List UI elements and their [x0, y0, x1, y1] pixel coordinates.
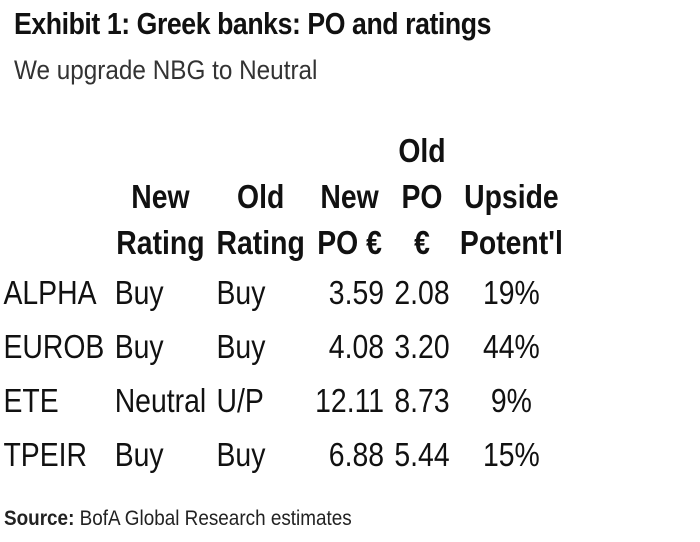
header-new-po-line3: PO €	[317, 224, 382, 261]
header-bank-line2	[0, 174, 110, 220]
table-header: Old New Old New PO Upside Rating Rating …	[0, 128, 568, 266]
source-label: Source:	[4, 507, 75, 530]
cell-upside: 19%	[482, 274, 540, 311]
table-body: ALPHA Buy Buy 3.59 2.08 19% EUROB Buy Bu…	[0, 266, 568, 482]
cell-new-po: 3.59	[328, 274, 385, 311]
header-old-rating-line3: Rating	[216, 224, 305, 261]
cell-new-rating: Buy	[114, 436, 164, 473]
header-new-rating-line2: New	[131, 178, 190, 215]
header-row-1: Old	[0, 128, 568, 174]
cell-old-po: 3.20	[394, 328, 450, 365]
header-row-2: New Old New PO Upside	[0, 174, 568, 220]
cell-new-rating: Buy	[114, 328, 164, 365]
cell-new-po: 12.11	[315, 382, 385, 419]
header-old-rating-line2: Old	[236, 178, 285, 215]
cell-bank: ETE	[3, 382, 59, 419]
table-row: ETE Neutral U/P 12.11 8.73 9%	[0, 374, 568, 428]
source-note: Source: BofA Global Research estimates	[4, 507, 352, 531]
header-upside-line1	[455, 128, 568, 174]
cell-bank: EUROB	[3, 328, 105, 365]
header-new-rating-line1	[110, 128, 212, 174]
header-new-po-line2: New	[320, 178, 379, 215]
exhibit-title: Exhibit 1: Greek banks: PO and ratings	[14, 6, 492, 41]
cell-old-rating: Buy	[216, 436, 266, 473]
header-old-po-line2: PO	[401, 178, 443, 215]
exhibit-subtitle: We upgrade NBG to Neutral	[14, 55, 318, 85]
header-new-po-line1	[310, 128, 389, 174]
table-row: ALPHA Buy Buy 3.59 2.08 19%	[0, 266, 568, 320]
cell-new-rating: Neutral	[114, 382, 207, 419]
cell-old-po: 2.08	[394, 274, 450, 311]
cell-old-po: 8.73	[394, 382, 450, 419]
cell-bank: ALPHA	[3, 274, 97, 311]
header-new-rating-line3: Rating	[116, 224, 205, 261]
header-old-po-line1: Old	[398, 132, 446, 169]
header-old-po-line3: €	[414, 224, 430, 261]
cell-old-rating: Buy	[216, 274, 266, 311]
cell-new-po: 6.88	[328, 436, 385, 473]
table-row: EUROB Buy Buy 4.08 3.20 44%	[0, 320, 568, 374]
table-row: TPEIR Buy Buy 6.88 5.44 15%	[0, 428, 568, 482]
header-old-rating-line1	[211, 128, 310, 174]
cell-new-rating: Buy	[114, 274, 164, 311]
cell-old-rating: U/P	[216, 382, 264, 419]
cell-upside: 15%	[482, 436, 540, 473]
header-bank-line1	[0, 128, 110, 174]
header-upside-line3: Potent'l	[459, 224, 563, 261]
ratings-table: Old New Old New PO Upside Rating Rating …	[0, 128, 568, 482]
header-upside-line2: Upside	[464, 178, 559, 215]
cell-upside: 9%	[490, 382, 532, 419]
cell-bank: TPEIR	[3, 436, 88, 473]
cell-new-po: 4.08	[328, 328, 385, 365]
header-bank-line3	[0, 220, 110, 266]
cell-old-po: 5.44	[394, 436, 450, 473]
header-row-3: Rating Rating PO € € Potent'l	[0, 220, 568, 266]
cell-old-rating: Buy	[216, 328, 266, 365]
cell-upside: 44%	[482, 328, 540, 365]
source-text: BofA Global Research estimates	[74, 507, 352, 530]
